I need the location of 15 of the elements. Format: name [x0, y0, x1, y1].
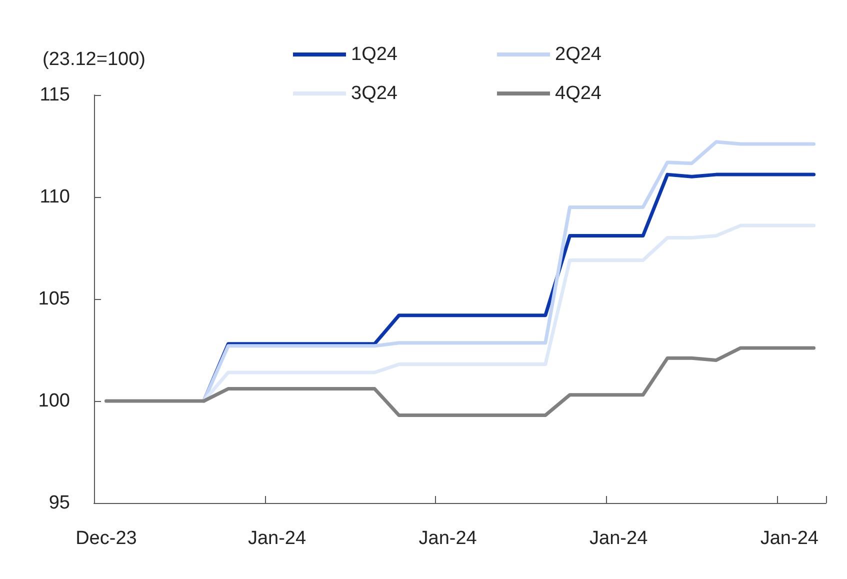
x-tick-label: Jan-24 [590, 528, 648, 549]
x-tick-label: Jan-24 [248, 528, 306, 549]
y-tick-label: 105 [38, 288, 70, 310]
y-tick-label: 100 [38, 390, 70, 412]
legend-label: 3Q24 [351, 83, 398, 104]
x-tick-label: Jan-24 [760, 528, 819, 549]
legend-label: 2Q24 [555, 44, 602, 65]
y-tick-label: 110 [40, 186, 70, 208]
y-tick-label: 95 [48, 492, 70, 514]
y-tick-label: 115 [40, 84, 70, 106]
x-tick-label: Dec-23 [76, 528, 137, 549]
legend-label: 4Q24 [555, 83, 602, 104]
y-axis-title: (23.12=100) [42, 49, 146, 70]
x-tick-label: Jan-24 [418, 528, 478, 549]
legend-label: 1Q24 [351, 44, 398, 65]
